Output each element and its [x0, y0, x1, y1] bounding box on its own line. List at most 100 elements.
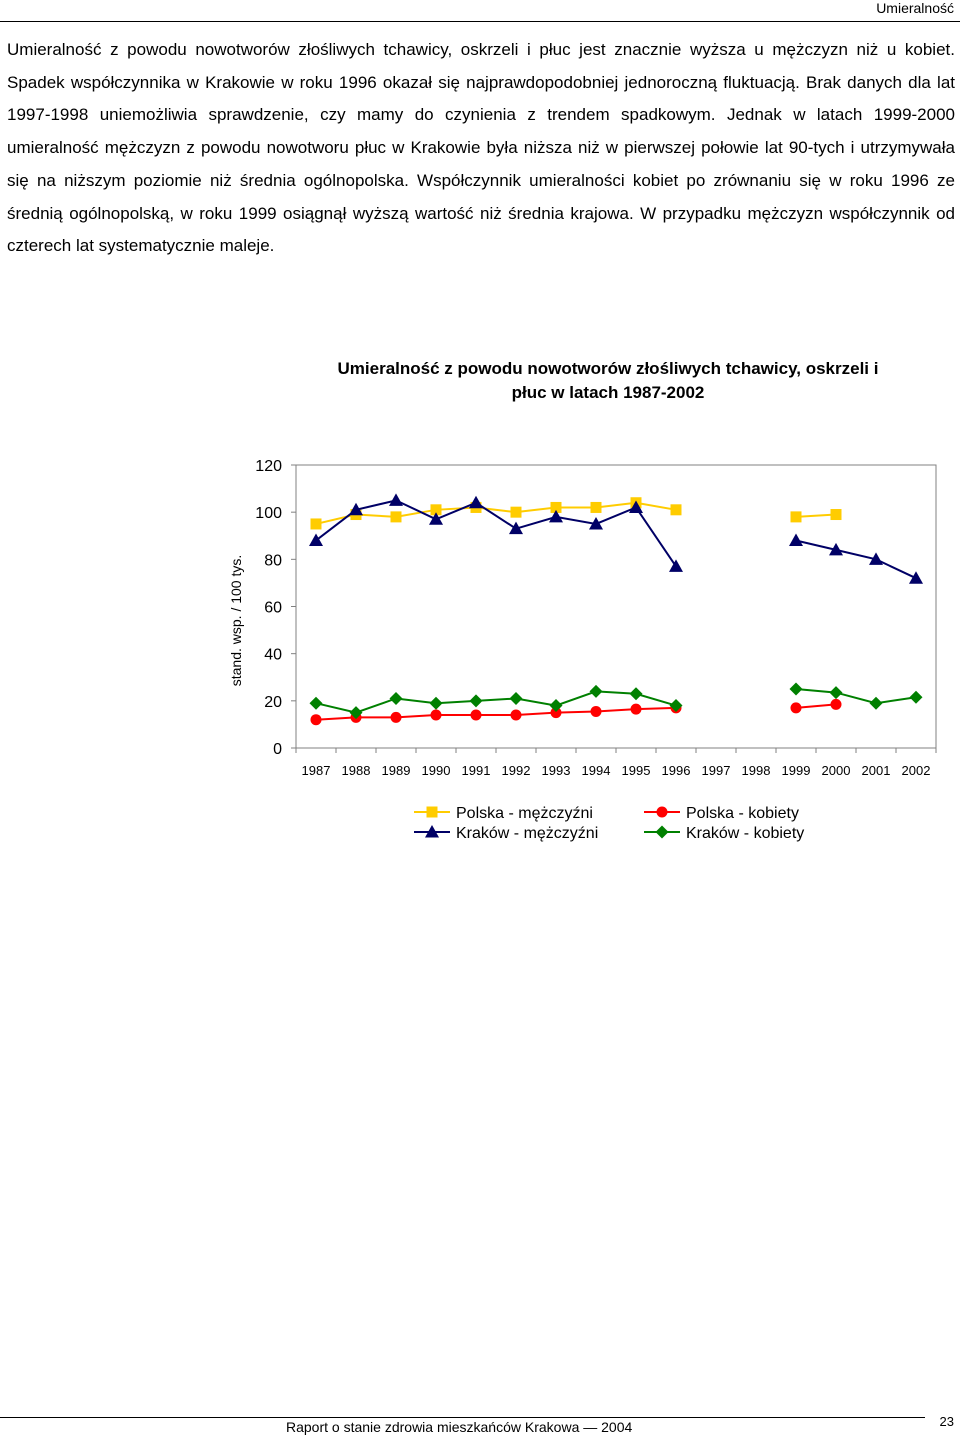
series-2	[310, 698, 842, 726]
data-point	[550, 707, 562, 719]
legend-item: Kraków - kobiety	[644, 825, 804, 842]
x-tick-label: 1995	[622, 763, 651, 778]
chart: Umieralność z powodu nowotworów złośliwy…	[228, 359, 937, 842]
chart-title: płuc w latach 1987-2002	[512, 383, 705, 402]
y-tick-label: 60	[264, 600, 282, 617]
data-point	[590, 705, 602, 717]
legend-label: Polska - kobiety	[686, 805, 799, 822]
x-tick-label: 1992	[502, 763, 531, 778]
legend-marker	[426, 806, 438, 818]
data-point	[309, 696, 323, 710]
data-point	[310, 518, 322, 530]
data-point	[589, 684, 603, 698]
data-point	[430, 504, 442, 516]
legend-marker	[425, 825, 439, 838]
y-tick-label: 80	[264, 552, 282, 569]
data-point	[310, 714, 322, 726]
x-tick-label: 1990	[422, 763, 451, 778]
x-tick-label: 1997	[702, 763, 731, 778]
data-point	[469, 694, 483, 708]
data-point	[909, 571, 923, 584]
legend-item: Kraków - mężczyźni	[414, 825, 598, 842]
data-point	[390, 511, 402, 523]
series-line	[795, 539, 917, 580]
series-line	[315, 706, 677, 721]
data-point	[549, 509, 563, 523]
header-rule	[0, 21, 960, 22]
body-paragraph: Umieralność z powodu nowotworów złośliwy…	[7, 40, 955, 256]
x-tick-label: 1991	[462, 763, 491, 778]
page-number: 23	[939, 1414, 954, 1429]
data-point	[470, 709, 482, 721]
y-axis-label: stand. wsp. / 100 tys.	[228, 555, 244, 687]
data-point	[389, 691, 403, 705]
data-point	[549, 699, 563, 713]
data-point	[829, 686, 843, 700]
data-point	[509, 521, 523, 535]
legend-item: Polska - kobiety	[644, 805, 799, 822]
data-point	[869, 552, 883, 565]
data-point	[789, 682, 803, 696]
data-point	[389, 493, 403, 506]
series-line	[795, 688, 917, 705]
y-tick-label: 100	[255, 505, 282, 522]
y-tick-label: 120	[255, 458, 282, 475]
data-point	[669, 559, 683, 572]
legend-label: Kraków - kobiety	[686, 825, 804, 842]
x-tick-label: 2001	[862, 763, 891, 778]
legend-marker	[656, 806, 668, 818]
data-point	[429, 696, 443, 710]
data-point	[829, 542, 843, 556]
data-point	[509, 691, 523, 705]
data-point	[629, 500, 643, 513]
series-line	[795, 703, 837, 709]
data-point	[670, 504, 682, 516]
legend-label: Kraków - mężczyźni	[456, 825, 598, 842]
series-1	[309, 493, 923, 584]
x-tick-label: 1998	[742, 763, 771, 778]
footer-rule	[0, 1417, 925, 1418]
data-point	[390, 711, 402, 723]
data-point	[830, 698, 842, 710]
data-point	[430, 709, 442, 721]
legend-marker	[655, 825, 669, 839]
data-point	[469, 495, 483, 509]
legend-label: Polska - mężczyźni	[456, 805, 593, 822]
series-3	[309, 682, 923, 720]
x-tick-label: 1988	[342, 763, 371, 778]
x-tick-label: 1989	[382, 763, 411, 778]
data-point	[349, 706, 363, 720]
data-point	[629, 687, 643, 701]
x-tick-label: 1993	[542, 763, 571, 778]
data-point	[630, 703, 642, 715]
data-point	[510, 506, 522, 518]
series-line	[315, 690, 677, 714]
data-point	[429, 512, 443, 525]
running-header: Umieralność	[876, 0, 954, 16]
x-tick-label: 1994	[582, 763, 611, 778]
data-point	[510, 709, 522, 721]
x-tick-label: 2000	[822, 763, 851, 778]
data-point	[790, 511, 802, 523]
x-tick-label: 1987	[302, 763, 331, 778]
data-point	[830, 509, 842, 521]
data-point	[550, 501, 562, 513]
data-point	[669, 699, 683, 713]
legend-item: Polska - mężczyźni	[414, 805, 593, 822]
data-point	[589, 516, 603, 530]
y-tick-label: 0	[273, 741, 282, 758]
data-point	[869, 696, 883, 710]
data-point	[349, 502, 363, 516]
chart-title: Umieralność z powodu nowotworów złośliwy…	[338, 359, 879, 378]
footer-report-title: Raport o stanie zdrowia mieszkańców Krak…	[286, 1419, 633, 1435]
data-point	[909, 690, 923, 704]
x-tick-label: 1999	[782, 763, 811, 778]
x-tick-label: 1996	[662, 763, 691, 778]
data-point	[309, 533, 323, 546]
data-point	[790, 702, 802, 714]
x-tick-label: 2002	[902, 763, 931, 778]
y-tick-label: 40	[264, 647, 282, 664]
data-point	[590, 501, 602, 513]
series-line	[795, 513, 837, 518]
series-line	[315, 499, 677, 567]
